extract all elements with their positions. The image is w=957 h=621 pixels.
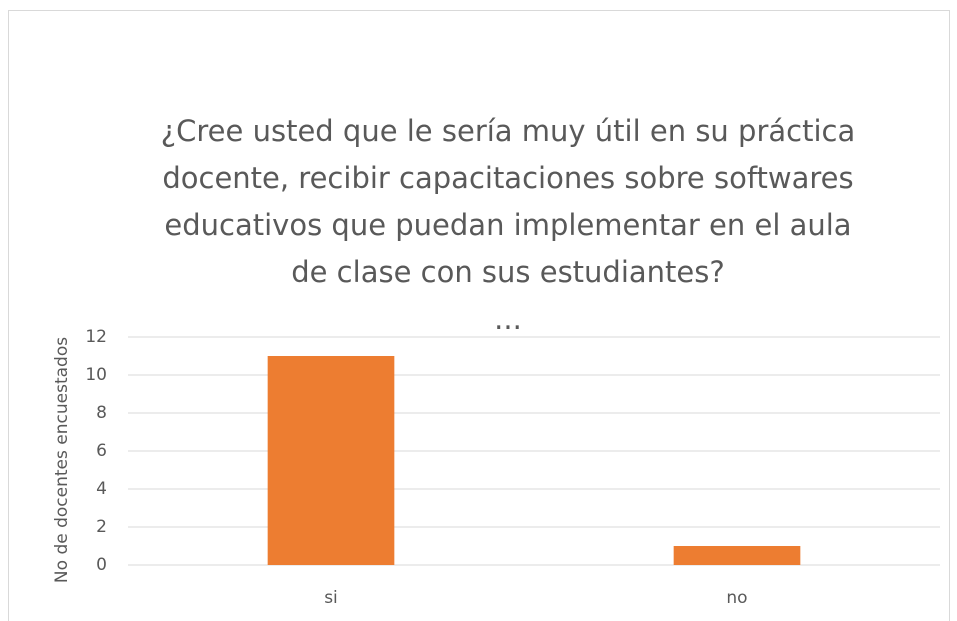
chart-title-line: docente, recibir capacitaciones sobre so… xyxy=(162,161,853,195)
y-tick-label: 6 xyxy=(96,441,107,461)
y-tick-label: 12 xyxy=(85,327,107,347)
chart-border xyxy=(8,10,950,621)
chart-title-line: de clase con sus estudiantes? xyxy=(291,255,725,289)
bar xyxy=(673,546,801,565)
chart-title-line: educativos que puedan implementar en el … xyxy=(164,208,851,242)
chart-title-line: ... xyxy=(494,302,522,336)
x-tick-label: si xyxy=(324,588,338,608)
y-tick-label: 10 xyxy=(85,365,107,385)
y-tick-label: 2 xyxy=(96,517,107,537)
y-axis-label: No de docentes encuestados xyxy=(52,337,72,583)
y-tick-label: 4 xyxy=(96,479,107,499)
bar xyxy=(267,356,395,565)
x-tick-label: no xyxy=(726,588,747,608)
chart-title-line: ¿Cree usted que le sería muy útil en su … xyxy=(161,114,855,148)
y-tick-label: 0 xyxy=(96,555,107,575)
y-tick-label: 8 xyxy=(96,403,107,423)
